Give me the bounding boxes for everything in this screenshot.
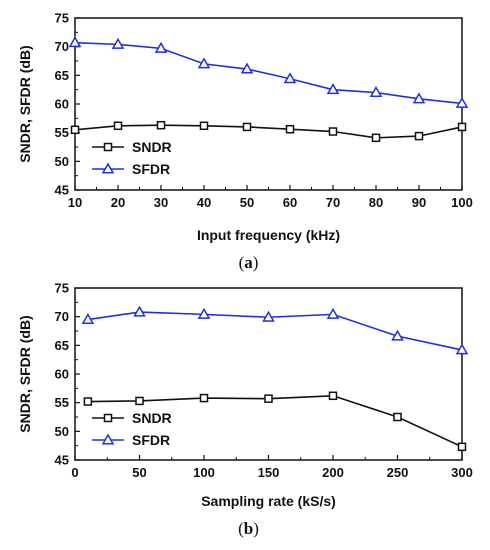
data-point-sndr <box>70 125 80 135</box>
legend-marker-sndr <box>103 142 113 152</box>
data-point-sfdr <box>391 329 404 341</box>
data-point-sndr <box>113 121 123 131</box>
data-point-sndr <box>328 127 338 136</box>
data-point-sfdr <box>154 41 168 53</box>
y-tick-label: 50 <box>55 424 69 439</box>
x-axis-title-a: Input frequency (kHz) <box>197 227 340 243</box>
y-tick-label: 70 <box>55 309 69 324</box>
data-point-sndr <box>285 124 295 134</box>
y-tick-label: 65 <box>55 68 69 83</box>
data-point-sndr <box>264 394 273 403</box>
data-point-sndr <box>156 120 166 130</box>
x-tick-label: 80 <box>369 195 383 210</box>
data-point-sfdr <box>369 86 383 98</box>
panel-letter-a: a <box>244 253 253 272</box>
y-tick-label: 65 <box>55 338 69 353</box>
y-tick-label: 50 <box>55 154 69 169</box>
data-point-sfdr <box>455 343 469 355</box>
legend-a: SNDR SFDR <box>92 139 172 177</box>
data-point-sndr <box>199 393 209 403</box>
x-tick-label: 90 <box>412 195 426 210</box>
data-point-sndr <box>328 391 338 401</box>
data-point-sfdr <box>240 62 254 74</box>
data-point-sndr <box>371 133 381 143</box>
y-tick-label: 75 <box>55 11 69 26</box>
x-tick-label: 70 <box>326 195 340 210</box>
x-tick-label: 30 <box>154 195 168 210</box>
series-line-sfdr <box>74 41 463 105</box>
data-point-sndr <box>242 122 252 132</box>
legend-label-sfdr: SFDR <box>132 432 170 448</box>
y-tick-label: 70 <box>55 39 69 54</box>
y-tick-label: 60 <box>55 97 69 112</box>
data-point-sfdr <box>455 96 469 108</box>
data-point-sfdr <box>81 313 95 325</box>
series-line-sndr <box>74 124 463 139</box>
x-tick-label: 100 <box>193 465 215 480</box>
data-point-sfdr <box>283 72 297 84</box>
panel-letter-b: b <box>244 519 253 538</box>
y-axis-title-b: SNDR, SFDR (dB) <box>17 315 33 432</box>
x-tick-label: 50 <box>240 195 254 210</box>
data-point-sndr <box>393 412 402 422</box>
panel-a: 45 50 55 60 65 70 75 10 20 30 40 50 60 70 80 90 100 SNDR… <box>17 11 473 273</box>
x-tick-label: 50 <box>132 465 146 480</box>
series-line-sfdr <box>87 311 463 351</box>
y-axis-title-a: SNDR, SFDR (dB) <box>17 45 33 162</box>
x-tick-label: 20 <box>111 195 125 210</box>
data-point-sfdr <box>326 83 340 95</box>
x-tick-label: 150 <box>258 465 280 480</box>
legend-marker-sndr <box>103 413 113 423</box>
y-tick-label: 55 <box>55 395 69 410</box>
x-tick-label: 200 <box>322 465 344 480</box>
data-point-sndr <box>457 122 467 132</box>
panel-label-a: (a) <box>239 253 259 272</box>
panel-label-b: (b) <box>238 519 259 538</box>
x-tick-label: 300 <box>451 465 473 480</box>
x-tick-label: 0 <box>71 465 78 480</box>
data-point-sfdr <box>197 57 211 69</box>
legend-label-sndr: SNDR <box>132 410 172 426</box>
data-point-sndr <box>457 442 467 452</box>
x-tick-label: 250 <box>387 465 409 480</box>
x-tick-label: 100 <box>451 195 473 210</box>
panel-b: 45 50 55 60 65 70 75 0 50 100 150 200 250 300 SNDR SFD… <box>17 281 473 539</box>
y-tick-label: 60 <box>55 367 69 382</box>
y-tick-label: 45 <box>55 453 69 468</box>
legend-b: SNDR SFDR <box>92 410 172 448</box>
legend-marker-sfdr <box>101 162 115 174</box>
x-tick-label: 60 <box>283 195 297 210</box>
data-point-sfdr <box>197 307 211 319</box>
data-point-sfdr <box>262 310 275 322</box>
data-point-sndr <box>199 121 209 131</box>
data-point-sfdr <box>326 307 340 319</box>
data-point-sfdr <box>68 36 82 48</box>
y-tick-label: 55 <box>55 125 69 140</box>
data-point-sfdr <box>111 37 125 49</box>
legend-label-sfdr: SFDR <box>132 161 170 177</box>
legend-marker-sfdr <box>101 433 115 445</box>
data-point-sndr <box>414 131 424 141</box>
data-point-sfdr <box>412 92 426 104</box>
x-tick-label: 10 <box>68 195 82 210</box>
data-point-sndr <box>83 397 93 406</box>
y-tick-label: 45 <box>55 183 69 198</box>
data-point-sndr <box>135 396 144 406</box>
x-tick-label: 40 <box>197 195 211 210</box>
x-axis-title-b: Sampling rate (kS/s) <box>201 493 336 509</box>
y-tick-label: 75 <box>55 281 69 296</box>
data-point-sfdr <box>133 305 146 317</box>
legend-label-sndr: SNDR <box>132 139 172 155</box>
